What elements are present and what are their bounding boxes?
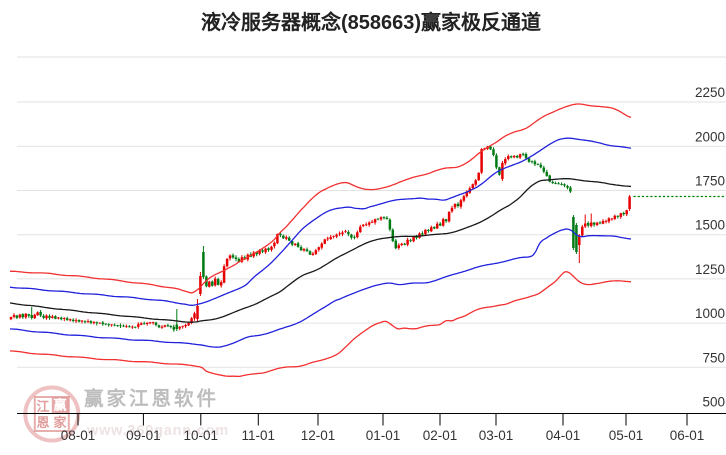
svg-text:06-01: 06-01	[670, 428, 705, 443]
svg-text:01-01: 01-01	[366, 428, 401, 443]
svg-text:12-01: 12-01	[301, 428, 336, 443]
svg-text:www.360gann.com: www.360gann.com	[86, 423, 229, 439]
svg-text:10-01: 10-01	[184, 428, 219, 443]
svg-text:1500: 1500	[695, 218, 725, 233]
svg-text:1000: 1000	[695, 306, 725, 321]
svg-text:1750: 1750	[695, 174, 725, 189]
svg-text:2000: 2000	[695, 129, 725, 144]
svg-text:恩: 恩	[36, 415, 49, 430]
svg-text:03-01: 03-01	[479, 428, 514, 443]
svg-text:赢家江恩软件: 赢家江恩软件	[84, 387, 219, 410]
svg-text:04-01: 04-01	[546, 428, 581, 443]
svg-text:液冷服务器概念(858663)赢家极反通道: 液冷服务器概念(858663)赢家极反通道	[201, 10, 541, 34]
svg-text:05-01: 05-01	[609, 428, 644, 443]
svg-text:09-01: 09-01	[126, 428, 161, 443]
svg-text:2250: 2250	[695, 85, 725, 100]
svg-text:11-01: 11-01	[242, 428, 276, 443]
svg-text:750: 750	[702, 350, 725, 365]
svg-text:家: 家	[53, 415, 67, 430]
svg-text:赢: 赢	[53, 398, 66, 413]
svg-text:02-01: 02-01	[423, 428, 458, 443]
svg-text:500: 500	[702, 395, 725, 410]
svg-text:1250: 1250	[695, 262, 725, 277]
svg-text:江: 江	[36, 399, 49, 414]
svg-text:08-01: 08-01	[61, 428, 96, 443]
